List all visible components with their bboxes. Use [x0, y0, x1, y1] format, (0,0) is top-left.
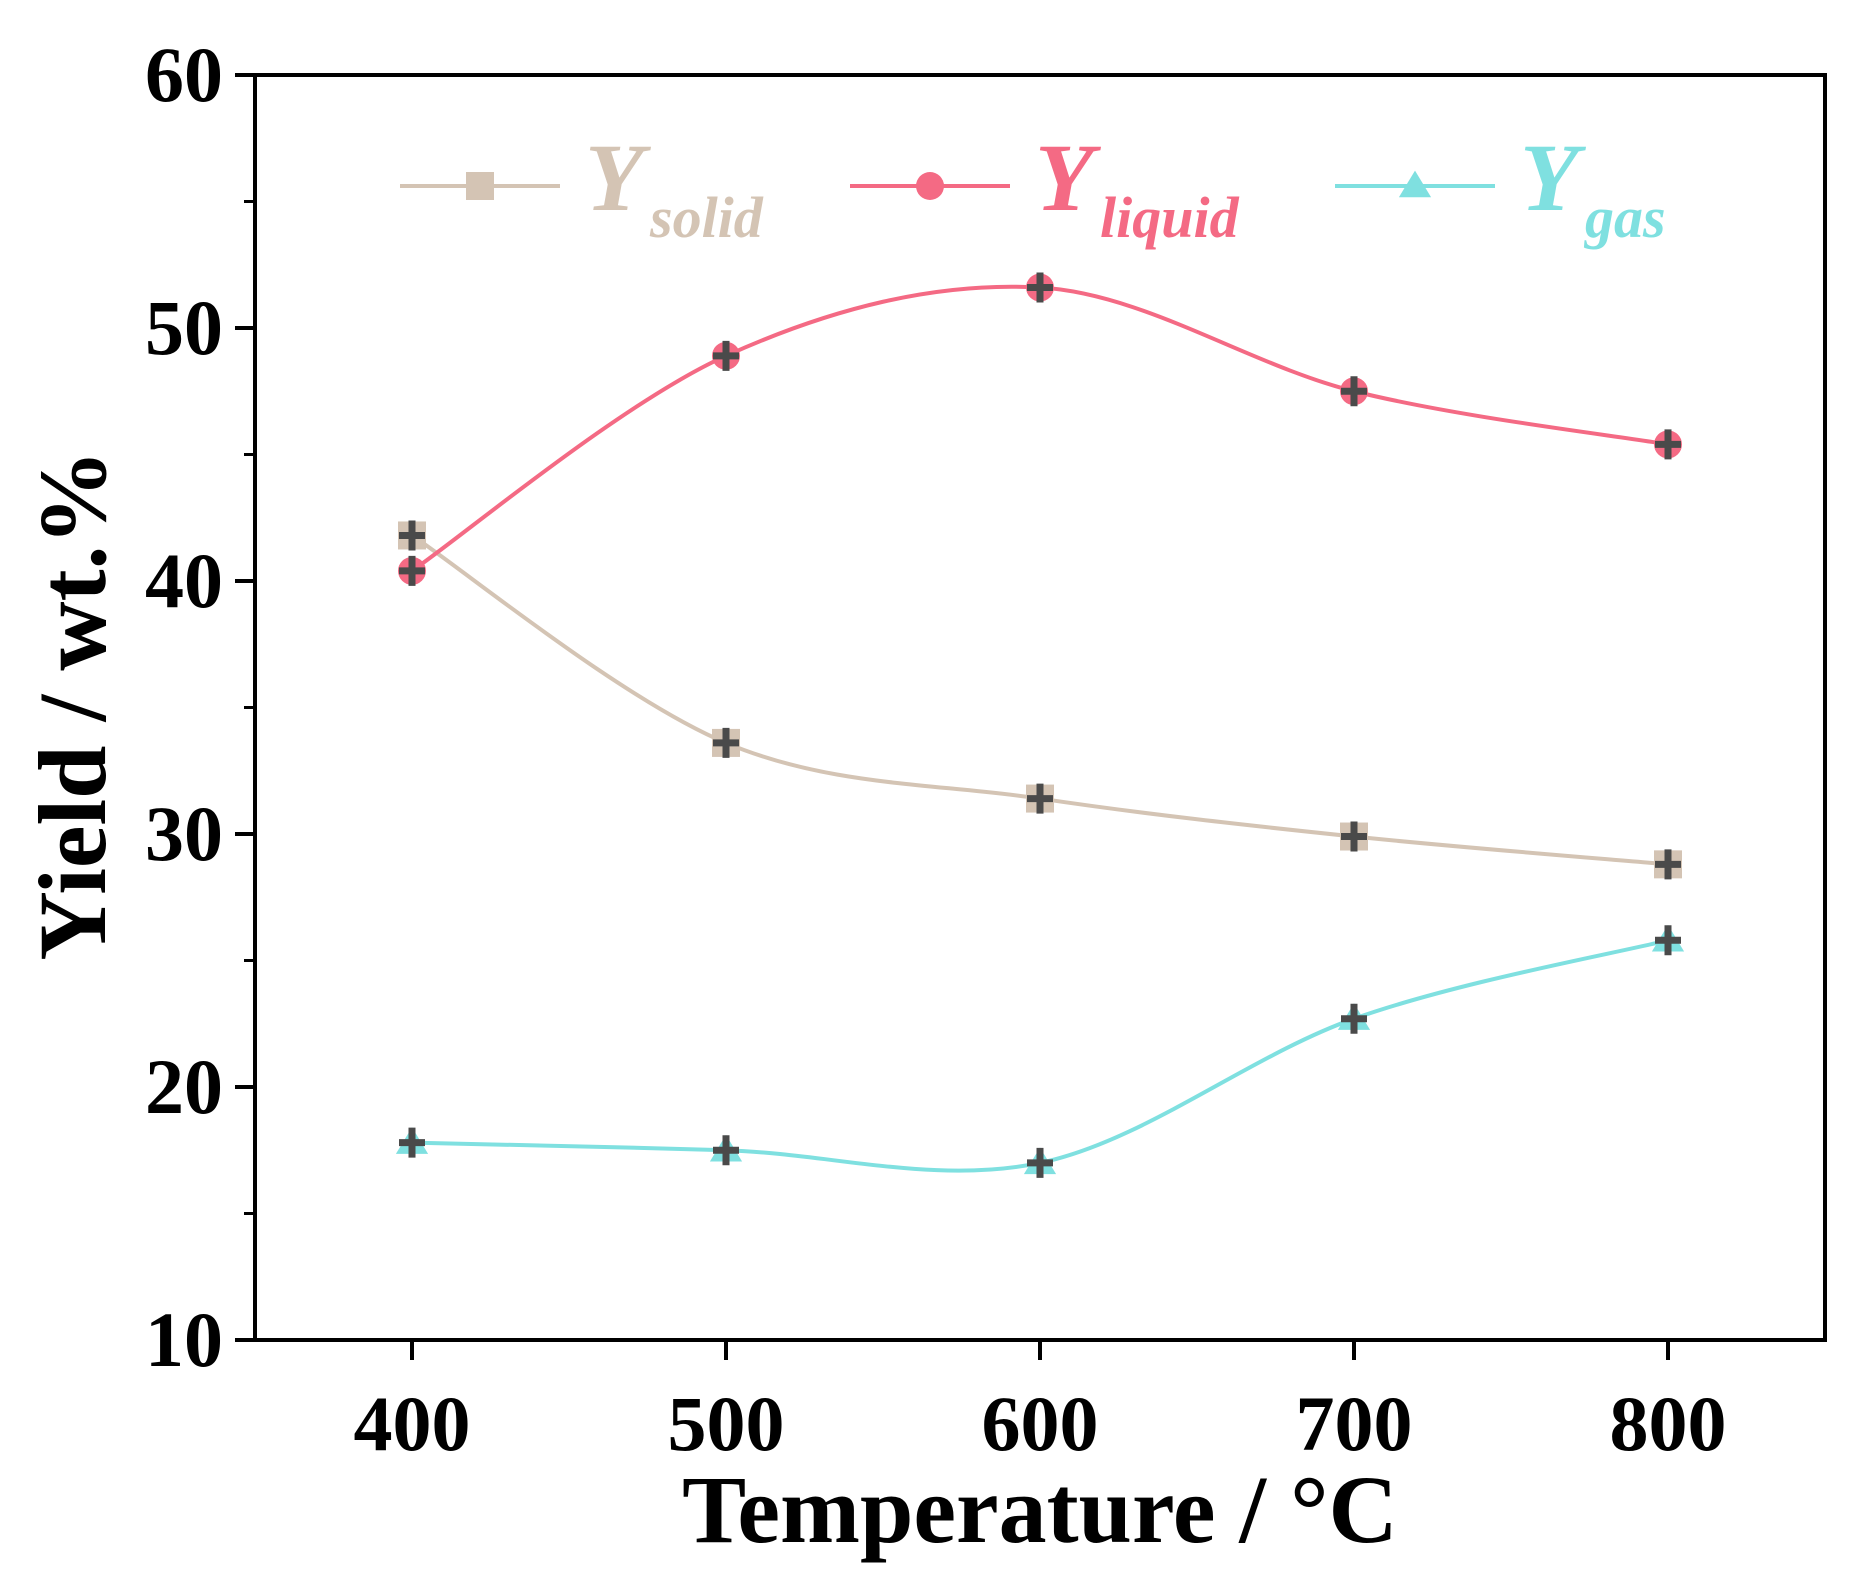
error-bar-solid — [713, 727, 739, 758]
y-tick-label: 20 — [145, 1043, 223, 1130]
y-tick-label: 10 — [145, 1296, 223, 1383]
y-tick-label: 40 — [145, 537, 223, 624]
series-layer — [395, 272, 1685, 1178]
series-liquid — [398, 272, 1682, 586]
error-bar-gas — [1027, 1147, 1053, 1178]
y-tick-label: 30 — [145, 790, 223, 877]
error-bar-solid — [399, 520, 425, 551]
legend-subscript-gas: gas — [1583, 185, 1666, 250]
legend-label-gas: Y — [1520, 124, 1586, 231]
error-bar-solid — [1027, 783, 1053, 814]
legend-subscript-solid: solid — [649, 185, 764, 250]
x-tick-label: 600 — [982, 1380, 1099, 1467]
series-line-gas — [411, 938, 1669, 1173]
error-bar-solid — [1655, 849, 1681, 880]
y-tick-label: 50 — [145, 284, 223, 371]
legend-marker-gas — [1398, 170, 1432, 198]
y-axis-ticks: 10 20 30 40 50 60 — [145, 31, 255, 1383]
series-solid — [398, 520, 1682, 880]
legend-marker-solid — [466, 172, 494, 200]
error-bar-gas — [713, 1135, 739, 1166]
y-tick-label: 60 — [145, 31, 223, 118]
error-bar-liquid — [1027, 272, 1053, 303]
legend-label-liquid: Y — [1035, 124, 1101, 231]
x-axis-title: Temperature / °C — [682, 1456, 1398, 1563]
legend-label-solid: Y — [585, 124, 651, 231]
error-bar-gas — [399, 1127, 425, 1158]
error-bar-gas — [1341, 1003, 1367, 1034]
error-bar-liquid — [713, 340, 739, 371]
series-line-liquid — [410, 284, 1669, 573]
error-bar-liquid — [399, 555, 425, 586]
legend-marker-liquid — [916, 172, 944, 200]
x-tick-label: 500 — [668, 1380, 785, 1467]
legend-subscript-liquid: liquid — [1100, 185, 1240, 250]
error-bar-liquid — [1655, 429, 1681, 460]
error-bar-liquid — [1341, 376, 1367, 407]
y-axis-title: Yield / wt.% — [19, 449, 126, 960]
error-bar-gas — [1655, 925, 1681, 956]
x-tick-label: 800 — [1610, 1380, 1727, 1467]
x-axis-ticks: 400 500 600 700 800 — [354, 1340, 1727, 1467]
error-bar-solid — [1341, 821, 1367, 852]
x-tick-label: 400 — [354, 1380, 471, 1467]
series-line-solid — [410, 533, 1669, 867]
x-tick-label: 700 — [1296, 1380, 1413, 1467]
series-gas — [395, 924, 1685, 1178]
